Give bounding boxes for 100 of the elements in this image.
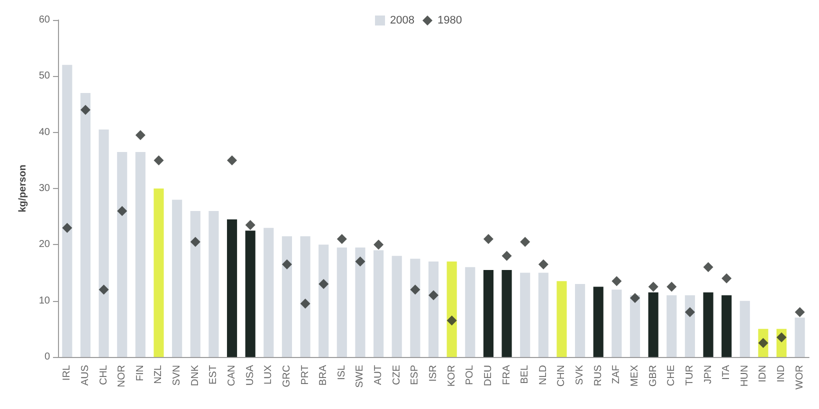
point [666,282,677,292]
bar [556,281,567,357]
point [300,298,310,309]
x-tick-label: DNK [190,364,201,386]
point [117,206,128,216]
bar [208,210,219,357]
x-tick-label: NOR [116,365,128,388]
x-tick-label: CZE [391,364,402,385]
point [538,259,548,270]
x-tick-label: BRA [318,364,330,386]
bar [666,295,677,357]
point [483,234,494,244]
bar [410,258,420,357]
point [446,315,457,326]
x-tick-label: PRT [300,365,311,385]
point [336,234,347,244]
point [776,332,787,342]
bar [575,284,586,357]
point [62,222,72,233]
point [355,256,366,267]
bar [117,152,128,357]
x-tick-label: AUS [80,364,91,386]
bar [612,290,622,357]
bar [374,250,384,357]
bar [318,244,329,357]
point [684,307,695,318]
bar [684,295,695,357]
x-tick-label: GRC [281,365,292,388]
bar [336,247,347,357]
x-tick-label: IDN [758,365,769,382]
point [135,130,146,140]
legend-label: 1980 [437,14,462,26]
bar [648,292,658,357]
point [612,276,622,286]
bar [428,262,439,357]
y-tick-label: 0 [44,352,50,362]
x-tick-label: AUT [373,365,384,385]
x-tick-label: NZL [153,364,164,384]
x-tick-label: BEL [520,364,531,384]
point [410,284,420,295]
bar [520,272,530,357]
y-tick-label: 60 [38,14,50,26]
point [428,290,438,300]
x-tick-label: ZAF [611,365,622,384]
point [80,104,90,115]
point [794,307,805,318]
bar [722,295,732,357]
bar [355,247,366,357]
bar [465,267,476,357]
x-tick-label: KOR [446,365,458,387]
bar [593,286,604,357]
bar [794,318,805,357]
x-tick-label: CHE [666,364,678,386]
point [318,278,329,289]
y-tick-label: 40 [38,126,50,138]
x-tick-label: ITA [721,364,732,380]
x-tick-label: FIN [134,365,146,382]
x-tick-label: FRA [501,364,512,385]
point [245,220,256,230]
bar [282,236,292,357]
x-tick-label: SVK [574,364,586,386]
point [722,273,732,284]
point [703,262,714,272]
y-tick-label: 20 [38,239,50,250]
x-tick-label: CHL [98,364,110,386]
point [374,240,384,250]
x-tick-label: ISR [428,365,439,382]
bar [502,270,512,357]
bar [154,188,164,357]
x-tick-label: ISL [336,364,348,380]
bar [483,270,494,357]
point [648,282,658,292]
x-tick-label: HUN [739,365,750,387]
point [190,236,200,247]
bar [62,64,72,357]
x-tick-label: DEU [482,365,494,386]
x-tick-label: GBR [648,365,659,387]
bar [98,130,109,357]
x-tick-label: MEX [629,364,640,387]
y-tick-label: 30 [38,183,50,194]
bar [300,236,310,357]
point [98,284,109,295]
x-tick-label: RUS [592,364,604,386]
x-tick-label: ESP [410,364,421,386]
y-tick-label: 10 [38,295,50,306]
x-tick-label: LUX [263,364,274,384]
x-tick-label: SWE [354,364,366,388]
x-tick-label: SVN [172,365,183,386]
x-tick-label: USA [244,364,256,386]
bar [740,300,750,357]
x-tick-label: TUR [684,365,696,386]
x-tick-label: WOR [794,365,806,390]
point [227,155,238,166]
bar [226,219,238,357]
bar [264,228,274,357]
bar [630,295,640,357]
point [154,155,164,166]
x-tick-label: EST [208,365,220,384]
point [630,293,640,304]
y-axis-title: kg/person [17,164,28,212]
